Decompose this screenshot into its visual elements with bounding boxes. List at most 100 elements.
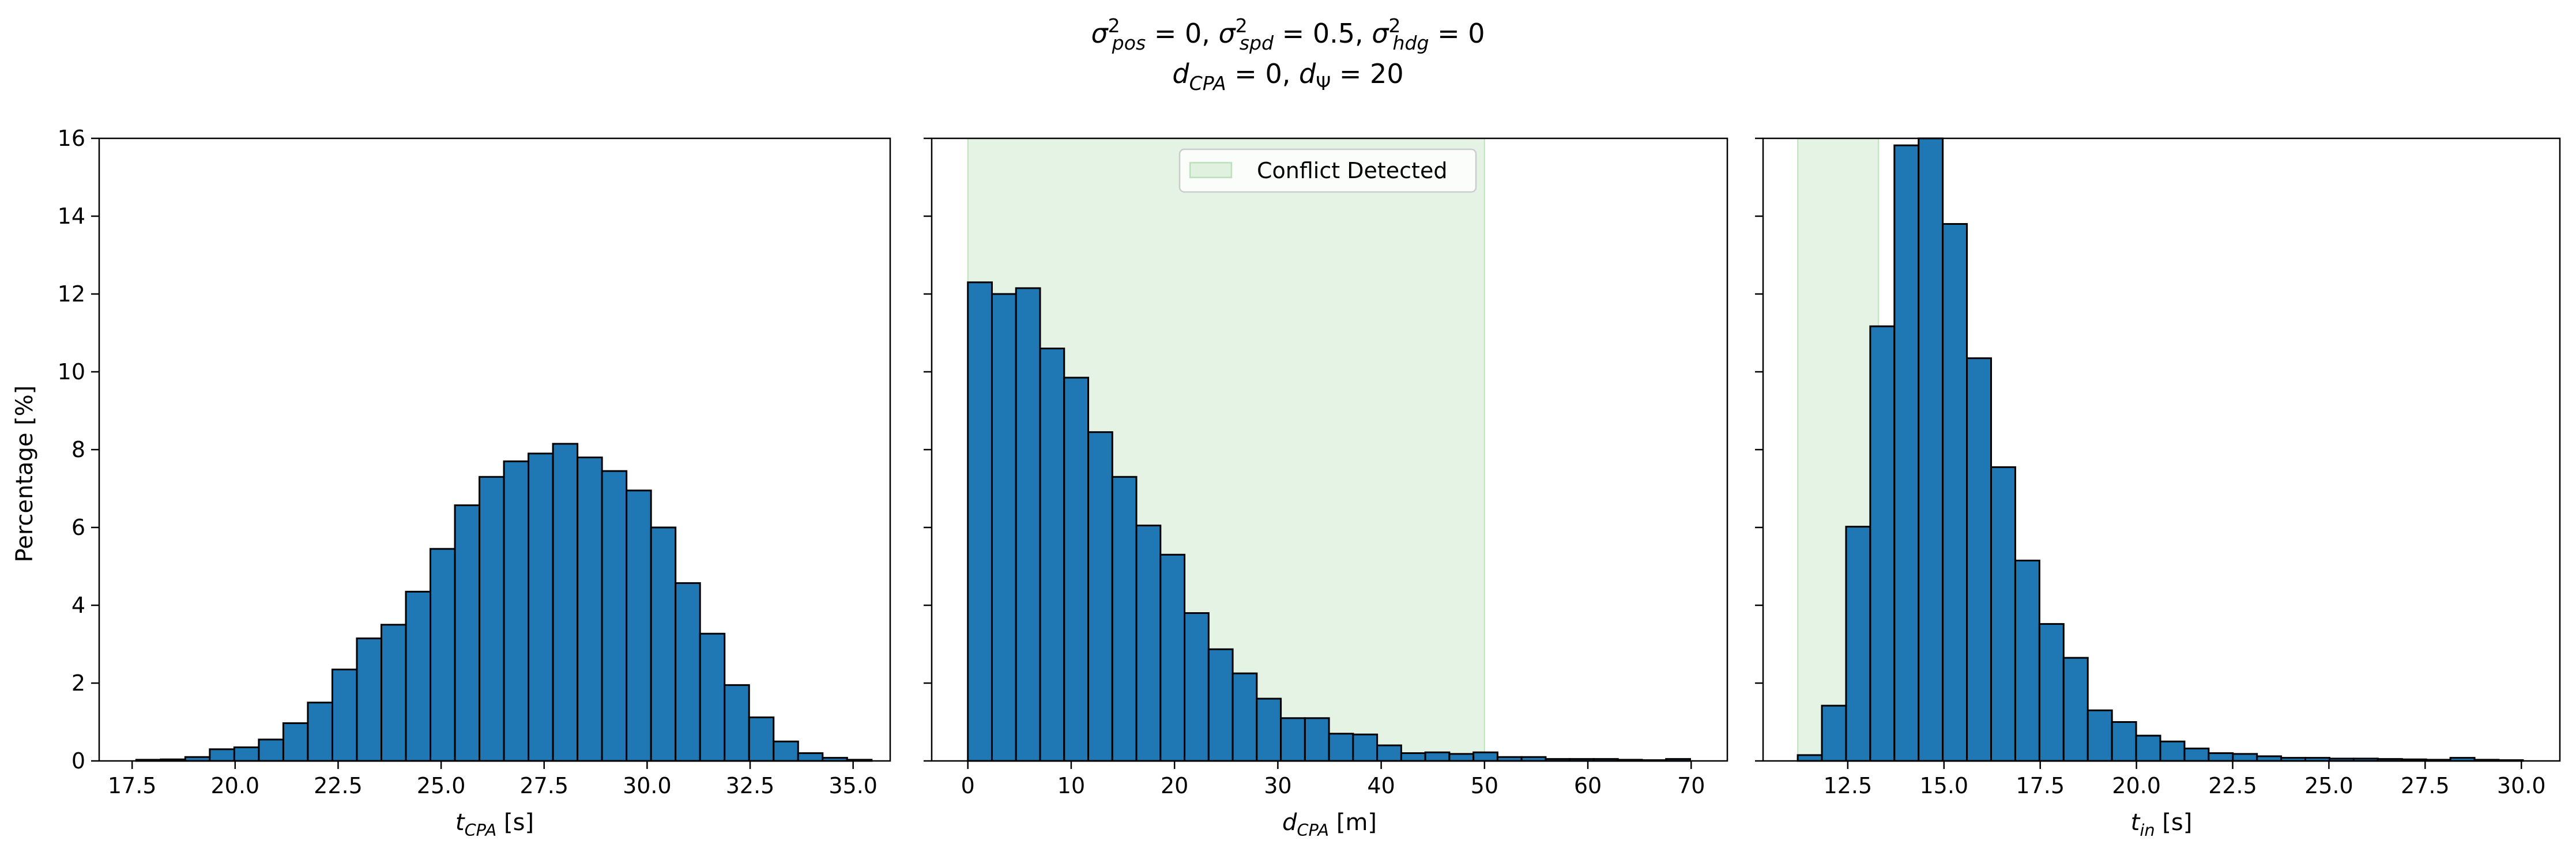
- chart-title-line1: σ2 pos = 0, σ2 spd = 0.5, σ2 hdg = 0: [1091, 14, 1485, 54]
- histogram-bar: [233, 746, 260, 762]
- x-tick-label: 12.5: [1824, 773, 1873, 798]
- histogram-bar: [430, 548, 456, 762]
- histogram-bar: [479, 476, 505, 762]
- histogram-bar: [2062, 657, 2089, 762]
- histogram-bar: [2183, 747, 2210, 762]
- histogram-bar: [1893, 144, 1920, 762]
- y-tick-label: 8: [71, 437, 85, 462]
- x-tick-label: 30.0: [623, 773, 672, 798]
- histogram-bar: [773, 740, 799, 762]
- histogram-bar: [1376, 744, 1402, 762]
- histogram-bar: [282, 722, 309, 762]
- x-tick-label: 27.5: [2401, 773, 2450, 798]
- histogram-bar: [1821, 704, 1847, 762]
- histogram-bar: [356, 637, 382, 762]
- histogram-bar: [699, 632, 726, 762]
- legend-label-conflict-detected: Conflict Detected: [1257, 158, 1447, 183]
- histogram-bar: [1797, 754, 1823, 762]
- histogram-bar: [1869, 325, 1896, 762]
- y-tick-label: 10: [58, 359, 85, 384]
- histogram-panel-t-in: 12.5 15.0 17.5 20.0 22.5 25.0 27.5 30.0: [1755, 137, 2561, 798]
- histogram-bar: [258, 738, 284, 762]
- histogram-bar: [675, 582, 701, 762]
- histogram-bar: [380, 624, 407, 762]
- histogram-bar: [1256, 698, 1282, 762]
- histogram-bar: [1942, 223, 1968, 762]
- histogram-bar: [1472, 751, 1498, 762]
- x-tick-label: 50: [1471, 773, 1498, 798]
- histogram-bar: [1111, 476, 1138, 762]
- histogram-bar: [626, 489, 652, 762]
- histogram-bar: [1015, 287, 1041, 762]
- y-tick-label: 0: [71, 748, 85, 774]
- x-axis-label-t-in: tin [s]: [2131, 809, 2193, 840]
- histogram-bar: [1231, 672, 1258, 762]
- histogram-bar: [1087, 431, 1113, 762]
- histogram-bar: [748, 716, 775, 762]
- x-tick-label: 30.0: [2497, 773, 2546, 798]
- histogram-bar: [1424, 751, 1451, 762]
- histogram-bar: [2087, 709, 2113, 762]
- x-tick-label: 20.0: [211, 773, 260, 798]
- y-axis-label: Percentage [%]: [12, 386, 38, 563]
- histogram-bar: [1352, 733, 1379, 762]
- histogram-bar: [454, 504, 481, 762]
- histogram-bar: [650, 526, 677, 762]
- histogram-bar: [1135, 525, 1162, 762]
- histogram-bar: [1918, 137, 1944, 762]
- histogram-bar: [577, 457, 603, 762]
- histogram-bar: [1448, 753, 1475, 762]
- histogram-bar: [1400, 752, 1426, 762]
- histogram-bar: [2038, 623, 2065, 762]
- x-tick-label: 20: [1161, 773, 1188, 798]
- histogram-bar: [1845, 526, 1871, 762]
- x-axis-label-t-cpa: tCPA [s]: [455, 809, 534, 840]
- x-tick-label: 32.5: [726, 773, 775, 798]
- y-tick-label: 6: [71, 515, 85, 540]
- histogram-bar: [1304, 717, 1330, 762]
- histogram-bar: [2111, 721, 2137, 762]
- y-tick-label: 14: [58, 203, 85, 229]
- x-tick-label: 40: [1367, 773, 1395, 798]
- histogram-bar: [2232, 753, 2258, 762]
- histogram-bar: [552, 443, 579, 762]
- x-axis-label-d-cpa: dCPA [m]: [1282, 809, 1377, 840]
- histogram-bar: [797, 752, 824, 762]
- histogram-bar: [1039, 348, 1065, 762]
- histogram-bar: [2014, 559, 2040, 762]
- histogram-bar: [1990, 466, 2016, 762]
- histogram-bar: [1207, 648, 1234, 762]
- legend-box: [1178, 148, 1477, 193]
- histogram-bar: [1159, 553, 1186, 762]
- histogram-bar: [1328, 733, 1354, 762]
- histogram-bar: [967, 281, 993, 762]
- legend: Conflict Detected: [1178, 148, 1477, 193]
- y-tick-label: 2: [71, 670, 85, 696]
- histogram-bar: [528, 453, 554, 762]
- x-tick-label: 60: [1574, 773, 1602, 798]
- x-tick-label: 17.5: [108, 773, 157, 798]
- histogram-bar: [2135, 734, 2161, 762]
- y-tick-label: 12: [58, 281, 85, 307]
- x-tick-label: 0: [961, 773, 975, 798]
- histogram-bar: [503, 460, 530, 762]
- y-tick-label: 16: [58, 126, 85, 151]
- x-tick-label: 30: [1264, 773, 1291, 798]
- histogram-bar: [1184, 612, 1210, 762]
- histogram-bar: [209, 748, 235, 762]
- x-tick-label: 17.5: [2016, 773, 2065, 798]
- histogram-panel-d-cpa: 0 10 20 30 40 50 60 70: [924, 137, 1728, 798]
- histogram-bar: [331, 668, 358, 762]
- x-tick-label: 20.0: [2112, 773, 2161, 798]
- histogram-bar: [601, 470, 628, 762]
- x-tick-label: 22.5: [2208, 773, 2257, 798]
- histogram-bar: [1063, 376, 1090, 762]
- histogram-bar: [307, 702, 333, 762]
- x-tick-label: 15.0: [1919, 773, 1968, 798]
- x-tick-label: 70: [1677, 773, 1705, 798]
- histogram-bar: [1966, 357, 1993, 762]
- histogram-bar: [724, 684, 750, 762]
- histogram-bar: [405, 590, 432, 762]
- x-tick-label: 27.5: [519, 773, 568, 798]
